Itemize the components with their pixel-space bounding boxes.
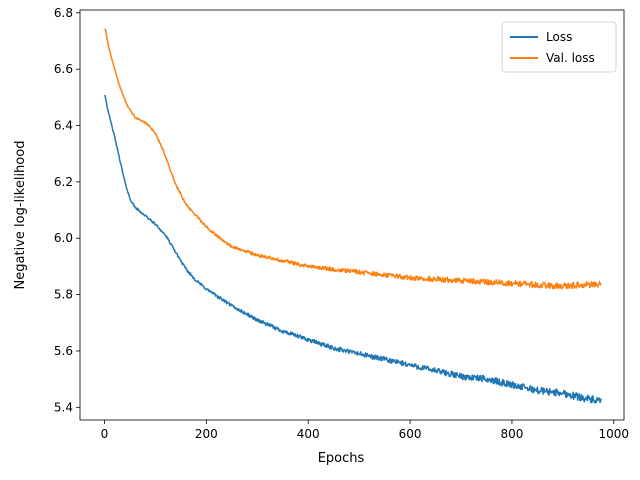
x-axis-label: Epochs [318, 451, 365, 466]
plot-frame [79, 9, 625, 421]
series-line-val-loss [104, 28, 602, 290]
legend-label-val-loss: Val. loss [546, 51, 595, 65]
x-tick-label: 0 [101, 427, 109, 441]
x-tick-label: 200 [195, 427, 218, 441]
y-tick-label: 6.2 [54, 175, 73, 189]
x-tick-label: 1000 [599, 427, 630, 441]
y-tick-label: 6.4 [54, 119, 73, 133]
y-tick-label: 5.4 [54, 400, 73, 414]
y-tick-label: 6.6 [54, 62, 73, 76]
series-line-loss [104, 94, 602, 404]
y-tick-label: 6.0 [54, 231, 73, 245]
legend-box [501, 21, 617, 73]
x-tick-label: 600 [399, 427, 422, 441]
x-tick-label: 800 [500, 427, 523, 441]
legend: Loss Val. loss [501, 21, 617, 73]
y-axis-label: Negative log-likelihood [13, 141, 28, 290]
y-axis: 5.4 5.6 5.8 6.0 6.2 6.4 6.6 6.8 [54, 6, 80, 414]
x-tick-label: 400 [297, 427, 320, 441]
y-tick-label: 5.8 [54, 288, 73, 302]
y-tick-label: 5.6 [54, 344, 73, 358]
legend-label-loss: Loss [546, 30, 572, 44]
x-axis: 0 200 400 600 800 1000 [101, 420, 629, 441]
series-layer [104, 28, 602, 404]
y-tick-label: 6.8 [54, 6, 73, 20]
